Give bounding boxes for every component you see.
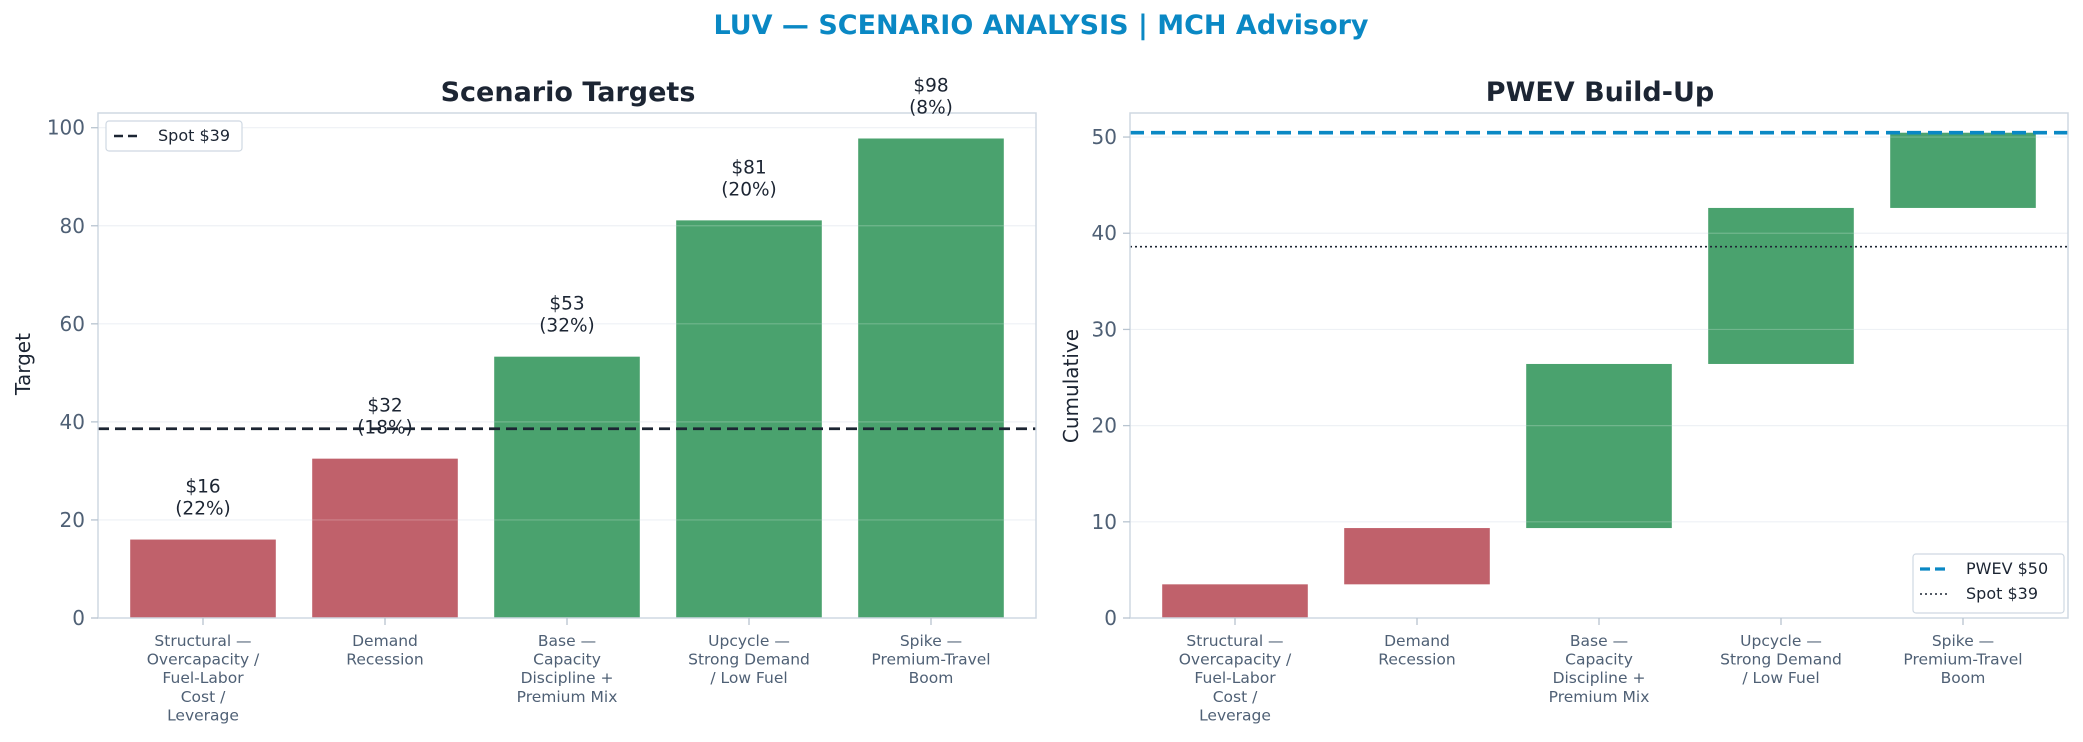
x-tick-label: Spike — Premium-Travel Boom (871, 632, 990, 687)
y-tick-label: 80 (60, 214, 85, 238)
x-tick-label: Demand Recession (1378, 632, 1455, 669)
x-tick-label: Structural — Overcapacity / Fuel-Labor Cost… (1179, 632, 1292, 724)
y-tick-label: 40 (1092, 221, 1117, 245)
scenario-targets-panel: Scenario Targets Target 0 20 40 60 80 100 Str… (11, 75, 1037, 724)
x-tick-label: Structural — Overcapacity / Fuel-Labor Cost… (147, 632, 260, 724)
data-label: $81 (20%) (721, 157, 777, 200)
bar (676, 220, 822, 618)
pwev-build-up-panel: PWEV Build-Up Cumulative 0 10 20 30 40 50 Str… (1059, 77, 2069, 724)
figure-title: LUV — SCENARIO ANALYSIS | MCH Advisory (713, 10, 1368, 41)
y-tick-label: 20 (60, 508, 85, 532)
data-label: $98 (8%) (909, 75, 953, 118)
bar (1890, 132, 2036, 208)
pwev-build-up-title: PWEV Build-Up (1486, 77, 1714, 108)
data-label: $16 (22%) (175, 477, 231, 520)
data-label: $53 (32%) (539, 294, 595, 337)
legend-spot-label: Spot $39 (158, 126, 230, 145)
x-tick-label: Demand Recession (346, 632, 423, 669)
scenario-targets-title: Scenario Targets (441, 77, 696, 108)
y-tick-label: 0 (1104, 606, 1117, 630)
y-tick-label: 10 (1092, 510, 1117, 534)
bar (494, 356, 640, 618)
bar (1708, 207, 1854, 364)
y-tick-label: 100 (47, 116, 85, 140)
bar (130, 539, 276, 618)
x-tick-label: Spike — Premium-Travel Boom (1903, 632, 2022, 687)
pwev-build-up-legend: PWEV $50 Spot $39 (1912, 553, 2065, 614)
scenario-targets-legend: Spot $39 (105, 120, 243, 152)
y-tick-label: 30 (1092, 317, 1117, 341)
y-tick-label: 40 (60, 410, 85, 434)
bar (1162, 584, 1308, 618)
legend-pwev-label: PWEV $50 (1966, 559, 2048, 578)
pwev-build-up-y-axis-label: Cumulative (1059, 329, 1083, 443)
scenario-targets-y-axis-label: Target (11, 333, 35, 396)
y-tick-label: 20 (1092, 414, 1117, 438)
x-tick-label: Base — Capacity Discipline + Premium Mix (1549, 632, 1650, 706)
x-tick-label: Upcycle — Strong Demand / Low Fuel (688, 632, 810, 687)
legend-spot-label: Spot $39 (1966, 584, 2038, 603)
y-tick-label: 50 (1092, 125, 1117, 149)
x-tick-label: Base — Capacity Discipline + Premium Mix (517, 632, 618, 706)
bar (1344, 528, 1490, 585)
data-label: $32 (18%) (357, 396, 413, 439)
bar (312, 458, 458, 618)
bar (1526, 363, 1672, 529)
x-tick-label: Upcycle — Strong Demand / Low Fuel (1720, 632, 1842, 687)
y-tick-label: 60 (60, 312, 85, 336)
bar (858, 138, 1004, 618)
y-tick-label: 0 (72, 606, 85, 630)
